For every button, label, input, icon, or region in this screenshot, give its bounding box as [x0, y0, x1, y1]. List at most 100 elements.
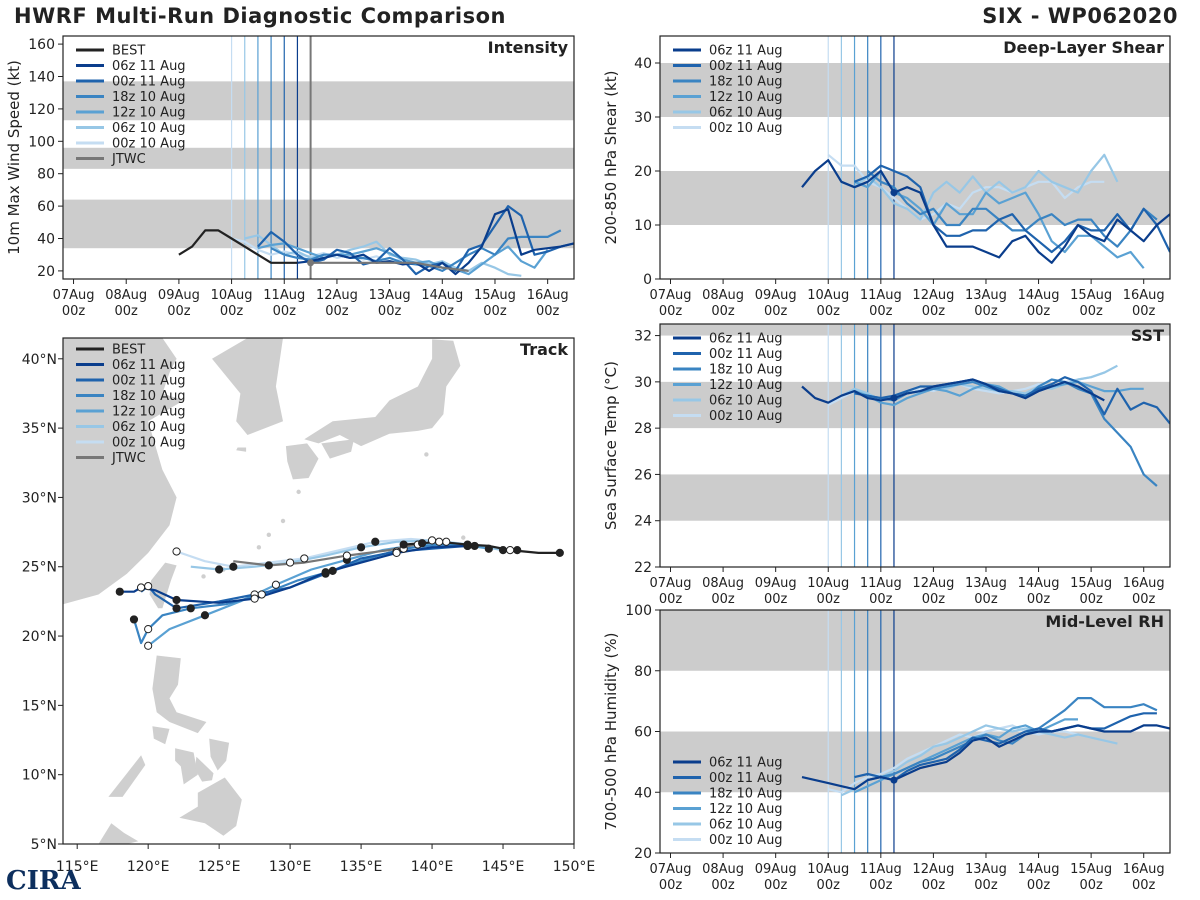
- sst-legend-label-12z-10-aug: 12z 10 Aug: [709, 378, 783, 393]
- rh-band-1: [660, 610, 1170, 671]
- land-islet-5: [296, 489, 301, 495]
- rh-series-06z-10-aug: [840, 724, 1118, 797]
- sst-ytick-label-26: 26: [634, 467, 652, 483]
- shear-series-06z-10-aug: [840, 153, 1119, 221]
- sst-band-2: [660, 324, 1170, 336]
- sst-series-12z-10-aug: [854, 380, 1144, 407]
- shear-legend-label-00z-11-aug: 00z 11 Aug: [709, 59, 783, 74]
- shear-xtick-label-10aug: 10Aug: [807, 288, 849, 303]
- land-jeju: [236, 447, 247, 452]
- intensity-ytick-label-100: 100: [28, 134, 55, 150]
- track-marker-18z-10-aug-4: [328, 566, 337, 575]
- intensity-xtick-label-12aug: 12Aug: [316, 288, 358, 303]
- intensity-xtick-sub-14aug: 00z: [431, 304, 455, 319]
- sst-xtick-label-12aug: 12Aug: [912, 576, 954, 591]
- sst-legend-label-00z-10-aug: 00z 10 Aug: [709, 409, 783, 424]
- storm-id: SIX - WP062020: [982, 4, 1178, 28]
- track-marker-06z-11-aug-2: [392, 548, 401, 557]
- intensity-legend-label-00z-11-aug: 00z 11 Aug: [112, 75, 186, 90]
- rh-xtick-sub-13aug: 00z: [974, 878, 998, 893]
- shear-frame: [659, 35, 1171, 280]
- rh-xtick-sub-16aug: 00z: [1132, 878, 1156, 893]
- rh-ytick-label-60: 60: [634, 725, 652, 741]
- track-lat-label-25-n: 25°N: [22, 560, 57, 576]
- rh-legend-label-06z-11-aug: 06z 11 Aug: [709, 756, 783, 771]
- sst-ylabel: Sea Surface Temp (°C): [602, 361, 620, 530]
- shear-xtick-label-12aug: 12Aug: [912, 288, 954, 303]
- intensity-xtick-label-15aug: 15Aug: [474, 288, 516, 303]
- track-legend-label-06z-10-aug: 06z 10 Aug: [112, 420, 186, 435]
- rh-xtick-label-14aug: 14Aug: [1018, 862, 1060, 877]
- track-lat-label-15-n: 15°N: [22, 698, 57, 714]
- track-legend-label-jtwc: JTWC: [111, 451, 146, 466]
- rh-xtick-sub-10aug: 00z: [817, 878, 841, 893]
- rh-ytick-label-40: 40: [634, 785, 652, 801]
- cira-logo: CIRA: [6, 866, 81, 896]
- track-marker-00z-10-aug-0: [513, 546, 522, 555]
- intensity-series-06z-10-aug: [244, 234, 522, 277]
- shear-xtick-sub-11aug: 00z: [869, 304, 893, 319]
- track-marker-12z-10-aug-10: [144, 641, 153, 650]
- land-taiwan: [149, 562, 177, 609]
- sst-ytick-label-32: 32: [634, 329, 652, 345]
- sst-xtick-label-10aug: 10Aug: [807, 576, 849, 591]
- track-marker-18z-10-aug-10: [144, 625, 153, 634]
- rh-panel: 2040608010007Aug00z08Aug00z09Aug00z10Aug…: [602, 603, 1171, 893]
- intensity-xtick-sub-07aug: 00z: [62, 304, 86, 319]
- shear-legend-label-06z-11-aug: 06z 11 Aug: [709, 44, 783, 59]
- shear-xtick-sub-13aug: 00z: [974, 304, 998, 319]
- intensity-xtick-sub-13aug: 00z: [378, 304, 402, 319]
- shear-series-12z-10-aug: [854, 169, 1145, 269]
- rh-current-marker: [890, 776, 898, 784]
- track-marker-best-8: [399, 540, 408, 549]
- rh-xtick-label-15aug: 15Aug: [1070, 862, 1112, 877]
- track-marker-12z-10-aug-8: [200, 611, 210, 620]
- track-lon-label-150-e: 150°E: [553, 859, 596, 875]
- sst-legend-label-06z-11-aug: 06z 11 Aug: [709, 332, 783, 347]
- track-marker-jtwc-0: [418, 539, 427, 548]
- rh-xtick-label-08aug: 08Aug: [702, 862, 744, 877]
- sst-xtick-sub-15aug: 00z: [1079, 592, 1103, 607]
- shear-legend-label-18z-10-aug: 18z 10 Aug: [709, 75, 783, 90]
- rh-series-06z-11-aug: [801, 724, 1170, 791]
- intensity-title: Intensity: [488, 38, 569, 57]
- intensity-ytick-label-40: 40: [37, 232, 55, 248]
- shear-ytick-label-0: 0: [643, 272, 652, 288]
- track-marker-00z-10-aug-8: [229, 562, 238, 571]
- rh-xtick-label-07aug: 07Aug: [650, 862, 692, 877]
- land-korea: [212, 338, 283, 435]
- shear-series-06z-11-aug: [801, 159, 1170, 264]
- track-marker-best-0: [555, 548, 564, 557]
- sst-xtick-label-08aug: 08Aug: [702, 576, 744, 591]
- land-kyushu: [285, 443, 319, 480]
- land-panay-negros: [175, 748, 198, 785]
- sst-xtick-sub-07aug: 00z: [659, 592, 683, 607]
- sst-series-06z-11-aug: [801, 378, 1105, 404]
- intensity-xtick-sub-16aug: 00z: [536, 304, 560, 319]
- track-lat-label-35-n: 35°N: [22, 421, 57, 437]
- intensity-legend-label-00z-10-aug: 00z 10 Aug: [112, 137, 186, 152]
- intensity-ytick-label-60: 60: [37, 199, 55, 215]
- land-shikoku: [321, 439, 354, 459]
- intensity-xtick-label-13aug: 13Aug: [369, 288, 411, 303]
- sst-frame: [659, 323, 1171, 568]
- shear-legend-label-00z-10-aug: 00z 10 Aug: [709, 121, 783, 136]
- shear-xtick-label-07aug: 07Aug: [650, 288, 692, 303]
- shear-xtick-label-13aug: 13Aug: [965, 288, 1007, 303]
- track-lon-label-120-e: 120°E: [127, 859, 170, 875]
- shear-band-0: [660, 171, 1170, 225]
- sst-xtick-sub-16aug: 00z: [1132, 592, 1156, 607]
- intensity-band-1: [63, 147, 574, 169]
- shear-title: Deep-Layer Shear: [1003, 38, 1164, 57]
- shear-panel: 01020304007Aug00z08Aug00z09Aug00z10Aug00…: [602, 35, 1171, 319]
- intensity-xtick-label-10aug: 10Aug: [211, 288, 253, 303]
- intensity-jtwc-marker: [307, 259, 315, 267]
- shear-legend-label-06z-10-aug: 06z 10 Aug: [709, 106, 783, 121]
- rh-ylabel: 700-500 hPa Humidity (%): [602, 632, 620, 830]
- rh-xtick-label-11aug: 11Aug: [860, 862, 902, 877]
- sst-xtick-sub-11aug: 00z: [869, 592, 893, 607]
- sst-title: SST: [1131, 326, 1164, 345]
- track-marker-06z-11-aug-4: [321, 568, 330, 577]
- sst-xtick-label-14aug: 14Aug: [1018, 576, 1060, 591]
- land-islet-2: [256, 545, 262, 550]
